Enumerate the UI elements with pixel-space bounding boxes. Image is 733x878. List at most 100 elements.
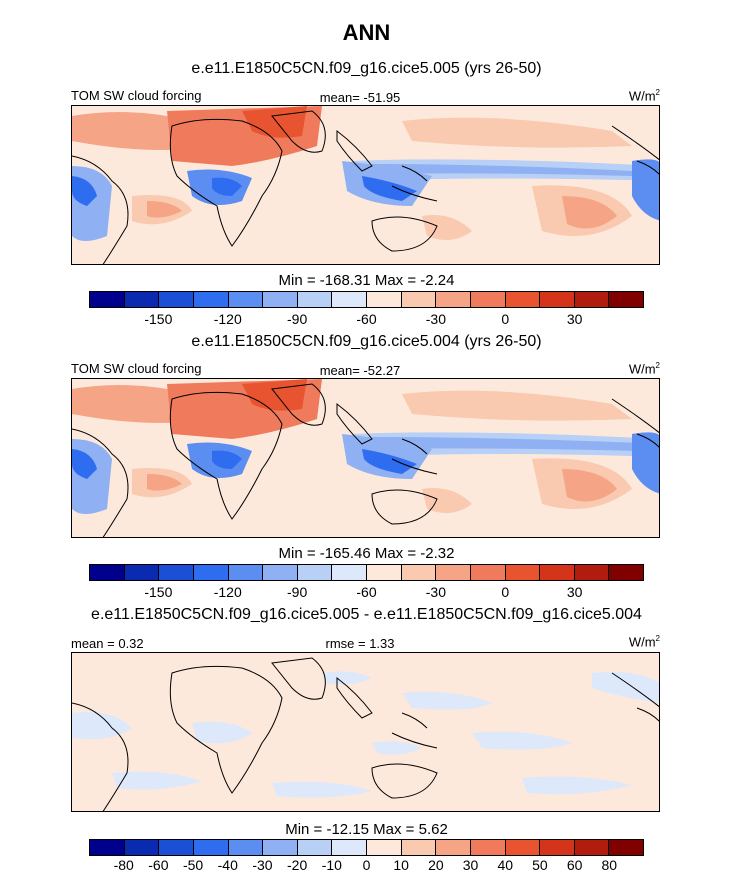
colorbar-swatch [574,840,610,855]
panel-1-colorbar-ticks: -150 -120 -90 -60 -30 0 30 [89,311,644,329]
colorbar-tick-label: 10 [393,857,409,873]
colorbar-swatch [574,565,610,580]
panel-2-variable-label: TOM SW cloud forcing [71,361,202,376]
colorbar-tick-label: 0 [501,584,510,600]
panel-1-minmax: Min = -168.31 Max = -2.24 [278,272,455,289]
colorbar-tick-label: -150 [144,584,173,600]
colorbar-tick-label: 0 [362,857,371,873]
panel-2-title: e.e11.E1850C5CN.f09_g16.cice5.004 (yrs 2… [191,333,542,350]
panel-1-mean-label: mean= -51.95 [319,90,401,105]
panel-1-map-field [72,106,659,264]
panel-3-title: e.e11.E1850C5CN.f09_g16.cice5.005 - e.e1… [91,606,642,623]
colorbar-tick-label: -80 [113,857,134,873]
colorbar-swatch [159,840,194,855]
colorbar-swatch [90,565,125,580]
colorbar-swatch [90,292,125,307]
colorbar-tick-label: -50 [182,857,204,873]
panel-1-unit-label: W/m2 [628,88,660,104]
colorbar-tick-label: -30 [425,584,446,600]
colorbar-tick-label: -10 [321,857,342,873]
panel-1-colorbar [89,291,644,308]
panel-2-colorbar-ticks: -150 -120 -90 -60 -30 0 30 [89,584,644,602]
colorbar-swatch [228,840,264,855]
colorbar-tick-label: 60 [566,857,583,873]
colorbar-swatch [436,565,471,580]
colorbar-swatch [609,840,643,855]
colorbar-tick-label: -60 [356,311,377,327]
colorbar-swatch [540,565,575,580]
panel-3-rmse-label: rmse = 1.33 [325,636,395,651]
panel-3-colorbar-ticks: -80 -60 -50 -40 -30 -20 -10 0 10 20 30 40 50 60 80 [89,857,644,875]
colorbar-swatch [332,565,367,580]
panel-2-unit-label: W/m2 [628,361,660,377]
colorbar-tick-label: 50 [532,857,548,873]
colorbar-tick-label: 30 [462,857,479,873]
colorbar-tick-label: -60 [356,584,377,600]
colorbar-swatch [436,292,471,307]
colorbar-swatch [124,292,160,307]
panel-1-variable-label: TOM SW cloud forcing [71,88,202,103]
colorbar-tick-label: 0 [501,311,510,327]
colorbar-swatch [470,840,506,855]
colorbar-swatch [574,292,610,307]
colorbar-swatch [367,565,402,580]
colorbar-swatch [332,840,367,855]
panel-3-map-field [72,653,659,811]
colorbar-swatch [505,292,541,307]
colorbar-swatch [90,840,125,855]
colorbar-tick-label: -60 [148,857,169,873]
colorbar-tick-label: 30 [566,311,583,327]
colorbar-swatch [470,565,506,580]
panel-1-title: e.e11.E1850C5CN.f09_g16.cice5.005 (yrs 2… [191,60,542,77]
colorbar-swatch [263,565,298,580]
colorbar-tick-label: -30 [425,311,446,327]
colorbar-swatch [540,840,575,855]
colorbar-swatch [193,565,229,580]
colorbar-swatch [401,840,437,855]
colorbar-swatch [609,292,643,307]
panel-3-colorbar [89,839,644,856]
colorbar-swatch [367,840,402,855]
colorbar-swatch [124,565,160,580]
panel-2-map-field [72,379,659,537]
colorbar-swatch [332,292,367,307]
colorbar-swatch [297,565,333,580]
colorbar-swatch [609,565,643,580]
colorbar-tick-label: -20 [287,857,308,873]
figure-title: ANN [342,20,391,45]
colorbar-swatch [297,840,333,855]
colorbar-swatch [228,565,264,580]
panel-2-mean-label: mean= -52.27 [319,363,401,378]
colorbar-tick-label: -40 [217,857,238,873]
panel-1-map [71,105,660,265]
colorbar-swatch [193,840,229,855]
colorbar-swatch [228,292,264,307]
colorbar-swatch [505,840,541,855]
colorbar-tick-label: -90 [287,311,308,327]
colorbar-swatch [401,292,437,307]
panel-2-colorbar [89,564,644,581]
panel-2-map [71,378,660,538]
colorbar-swatch [540,292,575,307]
colorbar-tick-label: -30 [252,857,273,873]
colorbar-tick-label: -90 [287,584,308,600]
colorbar-tick-label: 20 [428,857,444,873]
panel-3-minmax: Min = -12.15 Max = 5.62 [285,821,448,838]
colorbar-swatch [124,840,160,855]
colorbar-swatch [193,292,229,307]
panel-3-mean-label: mean = 0.32 [71,636,144,651]
colorbar-tick-label: -150 [144,311,173,327]
colorbar-swatch [470,292,506,307]
colorbar-swatch [505,565,541,580]
colorbar-swatch [159,565,194,580]
colorbar-swatch [159,292,194,307]
panel-2-minmax: Min = -165.46 Max = -2.32 [278,545,455,562]
colorbar-swatch [263,292,298,307]
colorbar-swatch [436,840,471,855]
colorbar-tick-label: 40 [497,857,514,873]
colorbar-swatch [263,840,298,855]
colorbar-tick-label: -120 [213,311,242,327]
colorbar-tick-label: 80 [601,857,618,873]
panel-3-map [71,652,660,812]
colorbar-tick-label: -120 [213,584,242,600]
